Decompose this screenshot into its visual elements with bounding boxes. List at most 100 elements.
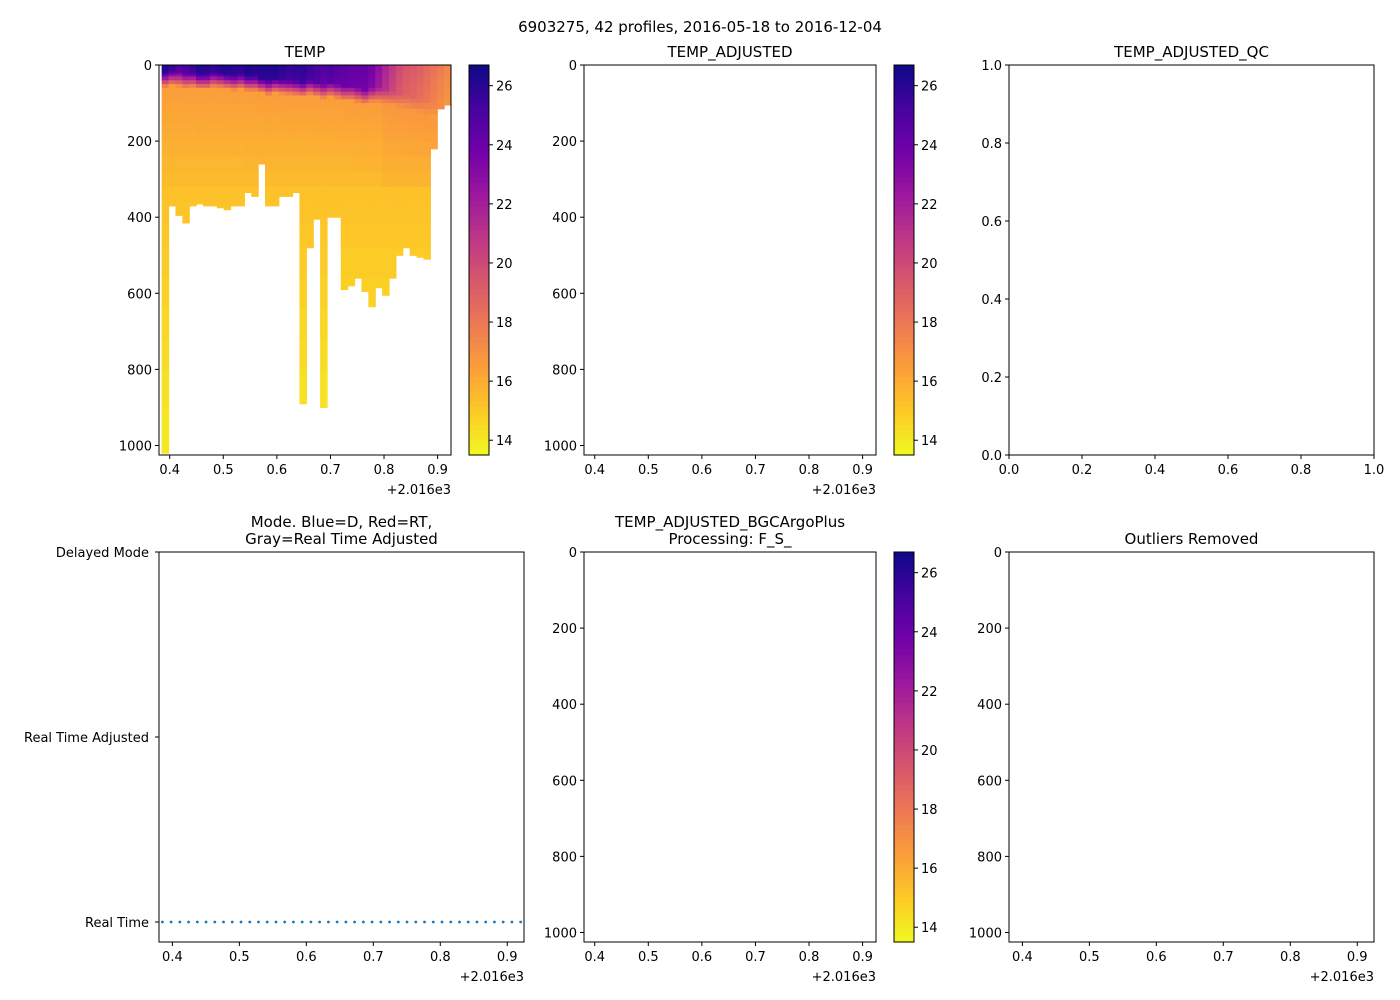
heatmap-cell — [168, 76, 177, 81]
heatmap-cell — [320, 278, 328, 310]
heatmap-cell — [409, 87, 418, 93]
colorbar-segment — [894, 742, 914, 748]
heatmap-cell — [382, 74, 390, 78]
colorbar: 14 16 18 20 22 24 26 — [893, 64, 938, 456]
colorbar-segment — [469, 108, 489, 115]
mode-point — [204, 920, 208, 924]
heatmap-cell — [299, 308, 307, 340]
heatmap-cell — [313, 80, 321, 85]
heatmap-cell — [347, 91, 356, 97]
heatmap-cell — [251, 66, 259, 70]
heatmap-cell — [306, 186, 314, 203]
heatmap-cell — [285, 108, 294, 116]
chart-title-line: Gray=Real Time Adjusted — [245, 530, 438, 548]
heatmap-cell — [223, 114, 232, 123]
heatmap-cell — [437, 87, 445, 93]
chart-temp_adjusted_qc: TEMP_ADJUSTED_QC 0.0 0.2 0.4 0.6 0.8 1.0 0.0 0.2… — [981, 43, 1384, 478]
colorbar-segment — [894, 391, 914, 398]
heatmap-cell — [340, 108, 349, 116]
heatmap-cell — [189, 108, 197, 116]
colorbar-segment — [469, 196, 489, 203]
heatmap-cell — [327, 122, 335, 133]
heatmap-cell — [444, 68, 451, 72]
heatmap-cell — [182, 72, 190, 76]
heatmap-cell — [313, 156, 321, 173]
y-tick-label: 0.4 — [981, 293, 1002, 308]
heatmap-cell — [278, 95, 287, 100]
colorbar-segment — [894, 147, 914, 154]
heatmap-cell — [430, 65, 438, 68]
colorbar-segment — [894, 893, 914, 899]
colorbar-segment — [894, 318, 914, 324]
heatmap-cell — [216, 186, 225, 203]
y-tick-label: 0.2 — [981, 371, 1002, 386]
colorbar-segment — [894, 157, 914, 164]
heatmap-cell — [368, 70, 376, 74]
heatmap-cell — [382, 76, 390, 81]
heatmap-cell — [278, 76, 287, 81]
x-tick-label: 0.8 — [374, 463, 395, 478]
heatmap-cell — [444, 80, 451, 85]
heatmap-cell — [251, 141, 259, 157]
heatmap-cell — [327, 91, 335, 97]
colorbar-segment — [894, 927, 914, 933]
x-tick-label: 0.5 — [638, 950, 659, 965]
heatmap-cell — [409, 76, 418, 81]
colorbar-segment — [894, 450, 914, 456]
mode-point — [501, 920, 505, 924]
heatmap-cell — [313, 72, 321, 76]
heatmap-cell — [354, 80, 363, 85]
heatmap-cell — [361, 76, 369, 81]
heatmap-cell — [258, 74, 266, 78]
colorbar-segment — [894, 747, 914, 753]
colorbar-segment — [894, 810, 914, 816]
heatmap-cell — [251, 122, 259, 133]
heatmap-cell — [189, 70, 197, 74]
heatmap-cell — [251, 186, 259, 197]
colorbar-segment — [894, 790, 914, 797]
heatmap-cell — [423, 108, 431, 116]
heatmap-cell — [340, 131, 349, 142]
heatmap-cell — [168, 84, 177, 89]
colorbar-segment — [469, 386, 489, 393]
heatmap-cell — [327, 84, 335, 89]
heatmap-cell — [230, 122, 239, 133]
colorbar-segment — [894, 264, 914, 271]
heatmap-cell — [347, 122, 356, 133]
colorbar-segment — [894, 94, 914, 100]
colorbar-segment — [894, 888, 914, 894]
heatmap-cell — [278, 66, 287, 70]
heatmap-cell — [320, 65, 328, 68]
heatmap-cell — [161, 66, 170, 70]
heatmap-cell — [203, 99, 211, 104]
y-tick-label: 400 — [977, 698, 1002, 713]
heatmap-cell — [223, 108, 232, 116]
colorbar: 14 16 18 20 22 24 26 — [468, 64, 513, 456]
heatmap-cell — [237, 114, 245, 123]
heatmap-cell — [409, 108, 418, 116]
heatmap-cell — [244, 87, 252, 93]
x-tick-label: 0.8 — [799, 463, 820, 478]
heatmap-cell — [175, 76, 183, 81]
heatmap-cell — [313, 141, 321, 157]
x-offset-label: +2.016e3 — [1310, 970, 1374, 985]
heatmap-cell — [402, 99, 411, 104]
heatmap-cell — [375, 278, 383, 289]
heatmap-cell — [271, 122, 280, 133]
heatmap-cell — [230, 84, 239, 89]
colorbar-segment — [469, 216, 489, 222]
colorbar-segment — [469, 303, 489, 310]
heatmap-cell — [175, 201, 183, 216]
chart-title: TEMP_ADJUSTED — [666, 43, 792, 62]
heatmap-cell — [216, 87, 225, 93]
heatmap-cell — [285, 141, 294, 157]
colorbar-segment — [894, 591, 914, 597]
heatmap-cell — [278, 72, 287, 76]
heatmap-cell — [292, 84, 301, 89]
heatmap-cell — [244, 122, 252, 133]
colorbar-segment — [894, 820, 914, 826]
heatmap-cell — [285, 80, 294, 85]
heatmap-cell — [216, 74, 225, 78]
heatmap-cell — [265, 201, 273, 207]
colorbar-segment — [894, 177, 914, 183]
